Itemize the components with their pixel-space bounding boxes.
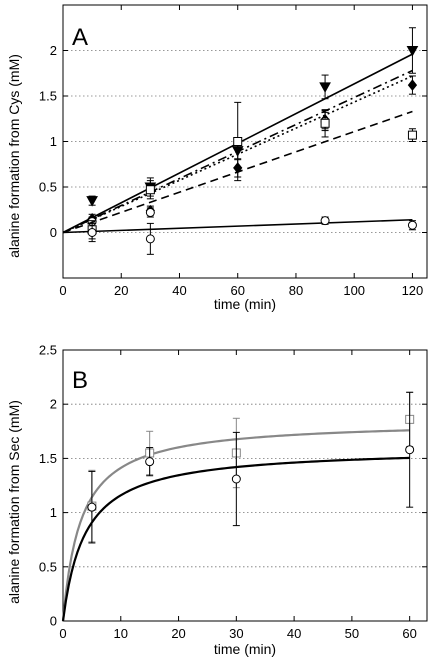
panel-b-x-tick-label: 0 (59, 626, 66, 641)
panel-a-label: A (72, 24, 88, 51)
panel-b-x-tick-label: 40 (287, 626, 301, 641)
panel-a-x-tick-label: 120 (402, 283, 424, 298)
panel-b-x-tick-label: 60 (402, 626, 416, 641)
panel-b-y-tick-label: 2 (50, 397, 57, 412)
panel-a-y-tick-label: 0.5 (39, 180, 57, 195)
panel-a-x-axis-label: time (min) (214, 296, 276, 312)
panel-b-data-point (145, 457, 155, 467)
panel-b-plot-frame (62, 349, 428, 622)
panel-a-x-tick-label: 60 (230, 283, 244, 298)
panel-a-x-tick-label: 20 (114, 283, 128, 298)
panel-a-data-point (233, 137, 243, 146)
panel-a-data-point (407, 130, 417, 140)
panel-a-data-point (145, 207, 155, 217)
panel-b-y-tick-label: 1.5 (39, 451, 57, 466)
panel-a-y-tick-label: 2 (50, 43, 57, 58)
panel-a-data-point (320, 216, 330, 226)
panel-a-fit-line (62, 218, 413, 234)
panel-b-data-point (231, 474, 241, 484)
panel-b-x-tick-label: 10 (114, 626, 128, 641)
panel-a-data-point (145, 234, 155, 244)
panel-b-label: B (72, 367, 88, 394)
panel-b-y-tick-label: 0.5 (39, 559, 57, 574)
panel-a-y-axis-label: alanine formation from Cys (mM) (6, 54, 22, 258)
panel-a-data-point (320, 118, 330, 128)
panel-a-y-tick-label: 1.5 (39, 89, 57, 104)
panel-a-data-point (406, 46, 419, 57)
panel-a-x-tick-label: 0 (59, 283, 66, 298)
panel-b-x-tick-label: 20 (171, 626, 185, 641)
panel-a-data-point (86, 196, 98, 207)
panel-a-x-tick-label: 80 (289, 283, 303, 298)
panel-b-data-point (87, 502, 97, 512)
panel-b-y-axis-label: alanine formation from Sec (mM) (6, 400, 22, 604)
panel-b-data-point (405, 445, 415, 455)
panel-b-y-tick-label: 2.5 (39, 343, 57, 358)
panel-b-y-tick-label: 0 (50, 614, 57, 629)
panel-a-data-point (407, 220, 417, 230)
panel-a-x-tick-label: 40 (172, 283, 186, 298)
panel-a-data-point (87, 228, 97, 237)
panel-b-x-tick-label: 30 (229, 626, 243, 641)
panel-b-x-tick-label: 50 (345, 626, 359, 641)
panel-b-y-tick-label: 1 (50, 505, 57, 520)
panel-a-x-tick-label: 100 (343, 283, 365, 298)
panel-a-y-tick-label: 1 (50, 134, 57, 149)
panel-a-y-tick-label: 0 (50, 225, 57, 240)
panel-a-data-point (145, 185, 155, 195)
panel-a-data-point (319, 82, 331, 93)
panel-b-x-axis-label: time (min) (214, 641, 276, 657)
panel-a-data-point (407, 79, 418, 91)
